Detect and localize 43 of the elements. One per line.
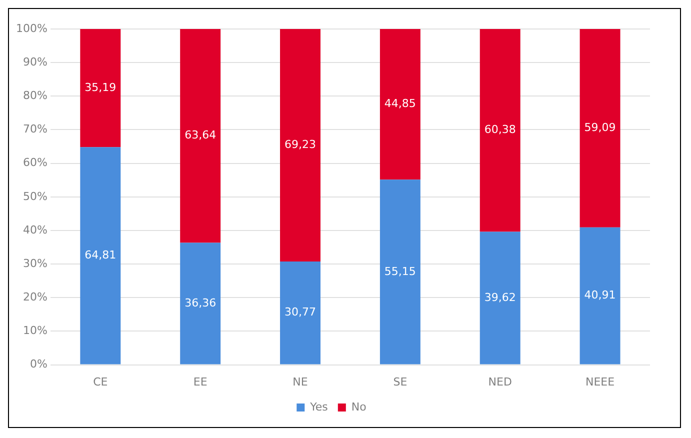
bar (480, 232, 520, 364)
x-tick-label: SE (393, 375, 408, 388)
data-label: 35,19 (84, 80, 116, 94)
data-label: 64,81 (84, 248, 116, 262)
y-tick-label: 50% (22, 190, 48, 203)
data-label: 40,91 (584, 288, 616, 302)
data-label: 30,77 (284, 306, 316, 319)
data-label: 36,36 (184, 296, 216, 310)
y-tick-label: 30% (22, 256, 48, 270)
y-tick-label: 10% (22, 324, 48, 338)
x-tick-label: EE (193, 375, 208, 388)
bar (480, 29, 520, 232)
bar (380, 180, 420, 364)
data-label: 69,23 (284, 138, 316, 152)
bar (80, 29, 121, 148)
bar (180, 29, 221, 243)
data-label: 63,64 (184, 128, 216, 142)
data-label: 59,09 (584, 121, 616, 134)
y-tick-label: 80% (22, 89, 48, 102)
data-label: 39,62 (484, 290, 516, 304)
bar (380, 29, 420, 180)
bar (580, 29, 620, 228)
bar (80, 147, 121, 364)
y-tick-label: 20% (22, 290, 48, 304)
bar (580, 227, 620, 364)
y-tick-label: 60% (22, 156, 48, 170)
x-tick-label: NED (488, 375, 512, 388)
bar (180, 242, 221, 364)
data-label: 55,15 (384, 264, 416, 278)
y-tick-label: 90% (22, 55, 48, 68)
data-label: 44,85 (384, 97, 416, 110)
y-tick-label: 0% (30, 358, 48, 371)
bar (280, 29, 320, 262)
data-label: 60,38 (484, 123, 516, 136)
legend-label: No (351, 400, 367, 414)
legend-label: Yes (309, 400, 328, 414)
x-tick-label: CE (93, 375, 108, 388)
bar (280, 261, 320, 364)
y-tick-label: 70% (22, 122, 48, 136)
y-tick-label: 100% (16, 22, 48, 35)
x-tick-label: NE (292, 375, 308, 388)
y-tick-label: 40% (22, 223, 48, 236)
x-tick-label: NEEE (585, 375, 615, 388)
